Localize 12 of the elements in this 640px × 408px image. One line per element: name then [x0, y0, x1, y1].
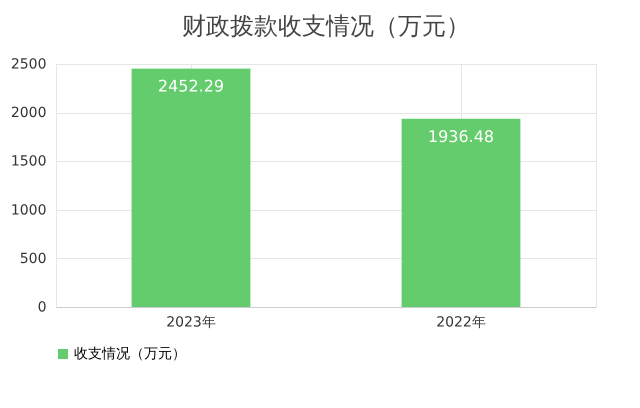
y-tick-label: 1000 [10, 202, 46, 218]
data-label: 2452.29 [158, 76, 224, 96]
x-tick-label: 2023年 [166, 314, 216, 330]
y-tick-label: 2000 [10, 105, 46, 122]
legend-label: 收支情况（万元） [74, 346, 186, 362]
y-tick-label: 0 [38, 300, 46, 316]
y-tick-label: 1500 [10, 154, 46, 170]
chart-title: 财政拨款收支情况（万元） [182, 12, 470, 40]
y-tick-label: 500 [20, 250, 46, 267]
data-label: 1936.48 [428, 126, 494, 146]
x-tick-label: 2022年 [436, 314, 486, 330]
y-tick-label: 2500 [10, 56, 46, 72]
